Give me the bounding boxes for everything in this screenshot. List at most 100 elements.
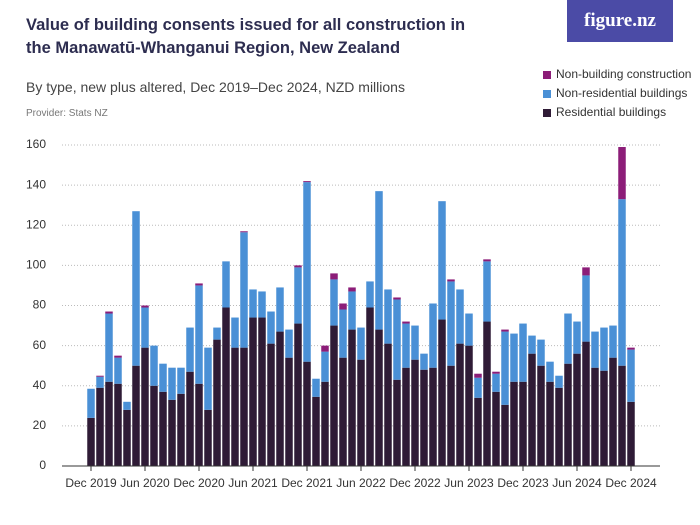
bar-segment xyxy=(240,232,248,348)
bar-segment xyxy=(141,307,149,348)
bar-segment xyxy=(555,387,563,466)
bar-segment xyxy=(267,343,275,466)
bar-segment xyxy=(627,347,635,350)
bar-segment xyxy=(618,365,626,466)
bar-segment xyxy=(366,281,374,308)
bar-segment xyxy=(141,305,149,308)
x-tick-label: Dec 2020 xyxy=(173,476,225,490)
bar-segment xyxy=(600,370,608,466)
bar-segment xyxy=(411,359,419,466)
title-line: Value of building consents issued for al… xyxy=(26,16,466,34)
bar-segment xyxy=(564,363,572,466)
bar-segment xyxy=(519,323,527,382)
bar-segment xyxy=(321,351,329,382)
bar-segment xyxy=(132,211,140,366)
x-tick-label: Jun 2021 xyxy=(228,476,278,490)
bar-segment xyxy=(420,353,428,370)
y-tick-label: 60 xyxy=(33,338,47,352)
bar-segment xyxy=(366,307,374,466)
bar-segment xyxy=(96,376,104,388)
bar-segment xyxy=(195,285,203,384)
bar-segment xyxy=(501,404,509,466)
bar-segment xyxy=(249,317,257,466)
bar-segment xyxy=(438,201,446,320)
bar-segment xyxy=(150,345,158,386)
bar-segment xyxy=(240,347,248,466)
bar-segment xyxy=(168,367,176,400)
bar-segment xyxy=(447,365,455,466)
bar-segment xyxy=(501,331,509,405)
bar-segment xyxy=(177,393,185,466)
y-tick-label: 0 xyxy=(39,458,46,472)
bar-segment xyxy=(501,329,509,332)
chart-title: Value of building consents issued for al… xyxy=(26,14,465,60)
bar-segment xyxy=(483,261,491,322)
bar-segment xyxy=(96,387,104,466)
bar-segment xyxy=(393,299,401,380)
bar-segment xyxy=(384,289,392,344)
y-tick-label: 20 xyxy=(33,418,47,432)
bar-segment xyxy=(447,281,455,366)
bar-segment xyxy=(348,287,356,292)
bar-segment xyxy=(105,381,113,466)
logo[interactable]: figure.nz xyxy=(567,0,673,42)
bar-segment xyxy=(114,355,122,358)
x-tick-label: Dec 2024 xyxy=(605,476,657,490)
x-tick-label: Dec 2019 xyxy=(65,476,117,490)
bar-segment xyxy=(420,369,428,466)
bar-segment xyxy=(105,313,113,382)
bar-segment xyxy=(465,345,473,466)
y-tick-label: 40 xyxy=(33,378,47,392)
bar-segment xyxy=(213,339,221,466)
bar-segment xyxy=(456,289,464,344)
bar-segment xyxy=(555,375,563,388)
bar-segment xyxy=(474,397,482,466)
legend-swatch xyxy=(543,109,551,117)
bar-segment xyxy=(609,325,617,358)
bar-segment xyxy=(402,323,410,368)
bar-segment xyxy=(123,401,131,410)
bar-segment xyxy=(528,353,536,466)
legend-label: Non-residential buildings xyxy=(556,86,687,100)
chart-subtitle: By type, new plus altered, Dec 2019–Dec … xyxy=(26,79,405,95)
bar-segment xyxy=(582,267,590,276)
bar-segment xyxy=(321,345,329,352)
bar-segment xyxy=(393,379,401,466)
bar-segment xyxy=(186,371,194,466)
bar-segment xyxy=(627,401,635,466)
bar-segment xyxy=(114,357,122,384)
bar-segment xyxy=(591,367,599,466)
bar-segment xyxy=(330,279,338,326)
bar-segment xyxy=(321,381,329,466)
bar-segment xyxy=(195,383,203,466)
bar-segment xyxy=(618,147,626,200)
bar-segment xyxy=(258,317,266,466)
bar-segment xyxy=(474,377,482,398)
bar-segment xyxy=(537,339,545,366)
bar-segment xyxy=(105,311,113,314)
provider: Provider: Stats NZ xyxy=(26,108,108,119)
bar-segment xyxy=(429,367,437,466)
bar-segment xyxy=(294,267,302,324)
bar-segment xyxy=(537,365,545,466)
bar-segment xyxy=(231,317,239,348)
bar-segment xyxy=(348,291,356,330)
bar-segment xyxy=(465,313,473,346)
bar-segment xyxy=(294,265,302,268)
bar-segment xyxy=(222,261,230,308)
bar-segment xyxy=(429,303,437,368)
bar-segment xyxy=(123,409,131,466)
bar-segment xyxy=(150,385,158,466)
bar-segment xyxy=(276,331,284,466)
bar-segment xyxy=(195,283,203,286)
bar-segment xyxy=(411,325,419,360)
bar-segment xyxy=(393,297,401,300)
legend-label: Residential buildings xyxy=(556,105,666,119)
bar-segment xyxy=(474,373,482,378)
bar-segment xyxy=(330,273,338,280)
bar-segment xyxy=(357,327,365,360)
x-tick-label: Dec 2023 xyxy=(497,476,549,490)
bar-segment xyxy=(546,381,554,466)
title-line: the Manawatū-Whanganui Region, New Zeala… xyxy=(26,39,401,57)
